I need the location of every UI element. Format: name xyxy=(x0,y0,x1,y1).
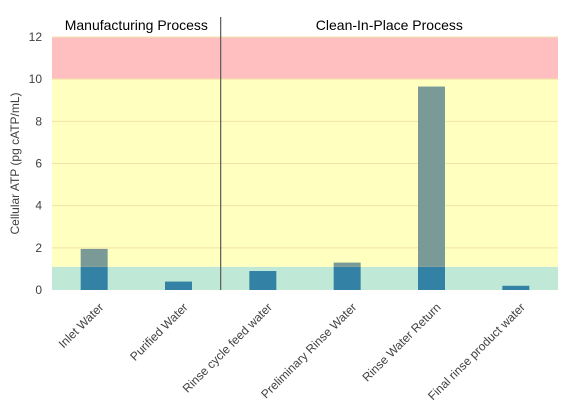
bar-segment-low xyxy=(333,266,361,290)
y-axis-title: Cellular ATP (pg cATP/mL) xyxy=(8,92,22,234)
band-mid xyxy=(52,79,558,267)
y-tick-label: 12 xyxy=(29,30,43,44)
bar-segment-low xyxy=(80,266,108,290)
band-low xyxy=(52,266,558,290)
bar xyxy=(502,285,530,290)
bar-segment-low xyxy=(249,271,277,290)
y-tick-label: 4 xyxy=(35,199,42,213)
band-high xyxy=(52,37,558,80)
y-tick-label: 0 xyxy=(35,283,42,297)
bar-segment-high xyxy=(80,248,108,267)
x-category-label: Purified Water xyxy=(127,300,190,363)
bar-segment-low xyxy=(418,266,445,290)
bar-segment-high xyxy=(333,262,361,267)
bar-segment-low xyxy=(165,281,192,290)
bar-segment-low xyxy=(502,285,530,290)
bar xyxy=(80,248,108,290)
bar xyxy=(165,281,192,290)
section-title: Clean-In-Place Process xyxy=(316,17,463,33)
y-tick-label: 8 xyxy=(35,114,42,128)
x-category-label: Inlet Water xyxy=(56,300,107,351)
section-titles: Manufacturing Process Clean-In-Place Proc… xyxy=(65,17,463,33)
x-category-label: Preliminary Rinse Water xyxy=(258,300,359,401)
bar xyxy=(418,86,445,290)
x-category-label: Final rinse product water xyxy=(425,300,528,403)
x-category-label: Rinse Water Return xyxy=(360,300,444,384)
y-tick-label: 6 xyxy=(35,157,42,171)
gridlines xyxy=(52,36,558,249)
bar-segment-high xyxy=(418,86,445,267)
y-tick-label: 2 xyxy=(35,241,42,255)
y-tick-label: 10 xyxy=(29,72,43,86)
y-tick-labels: 0 2 4 6 8 10 12 xyxy=(29,30,43,297)
section-title: Manufacturing Process xyxy=(65,17,208,33)
bars xyxy=(80,86,530,290)
bar xyxy=(249,271,277,290)
bar xyxy=(333,262,361,290)
threshold-bands xyxy=(52,37,558,290)
x-category-label: Rinse cycle feed water xyxy=(180,300,275,395)
